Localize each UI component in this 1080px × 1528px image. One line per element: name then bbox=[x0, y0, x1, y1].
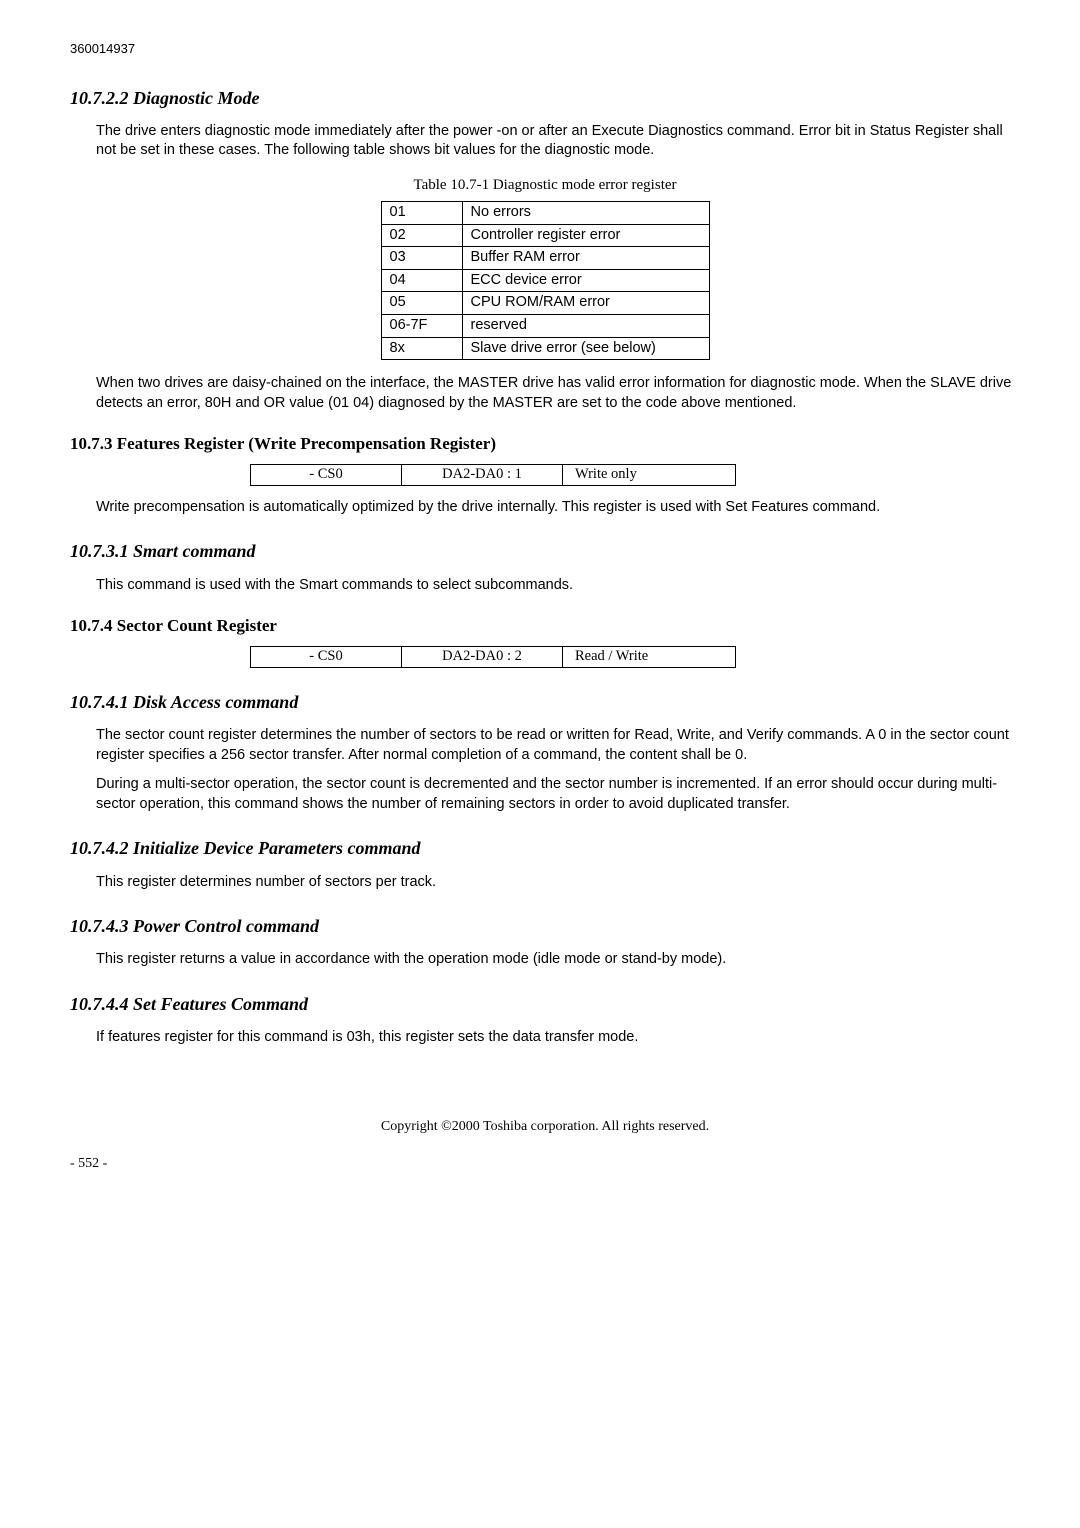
heading-initialize-device-parameters: 10.7.4.2 Initialize Device Parameters co… bbox=[70, 836, 1020, 860]
paragraph: If features register for this command is… bbox=[96, 1028, 1020, 1048]
register-table: - CS0 DA2-DA0 : 2 Read / Write bbox=[250, 646, 736, 668]
table-row: - CS0 DA2-DA0 : 1 Write only bbox=[251, 465, 736, 486]
heading-sector-count-register: 10.7.4 Sector Count Register bbox=[70, 615, 1020, 638]
code-cell: 06-7F bbox=[381, 315, 462, 338]
table-row: 01No errors bbox=[381, 202, 709, 225]
reg-mode: Write only bbox=[563, 465, 736, 486]
desc-cell: Controller register error bbox=[462, 224, 709, 247]
table-row: 8xSlave drive error (see below) bbox=[381, 337, 709, 360]
register-table: - CS0 DA2-DA0 : 1 Write only bbox=[250, 464, 736, 486]
table-row: 04ECC device error bbox=[381, 269, 709, 292]
code-cell: 02 bbox=[381, 224, 462, 247]
error-register-table: 01No errors 02Controller register error … bbox=[381, 201, 710, 360]
code-cell: 01 bbox=[381, 202, 462, 225]
table-row: 05CPU ROM/RAM error bbox=[381, 292, 709, 315]
reg-cs: - CS0 bbox=[251, 647, 402, 668]
reg-da: DA2-DA0 : 1 bbox=[402, 465, 563, 486]
copyright-footer: Copyright ©2000 Toshiba corporation. All… bbox=[70, 1118, 1020, 1137]
reg-da: DA2-DA0 : 2 bbox=[402, 647, 563, 668]
paragraph: The drive enters diagnostic mode immedia… bbox=[96, 122, 1020, 161]
heading-disk-access-command: 10.7.4.1 Disk Access command bbox=[70, 690, 1020, 714]
desc-cell: ECC device error bbox=[462, 269, 709, 292]
paragraph: Write precompensation is automatically o… bbox=[96, 498, 1020, 518]
paragraph: This register returns a value in accorda… bbox=[96, 950, 1020, 970]
code-cell: 05 bbox=[381, 292, 462, 315]
reg-mode: Read / Write bbox=[563, 647, 736, 668]
code-cell: 8x bbox=[381, 337, 462, 360]
page-number: - 552 - bbox=[70, 1155, 1020, 1174]
paragraph: During a multi-sector operation, the sec… bbox=[96, 775, 1020, 814]
paragraph: When two drives are daisy-chained on the… bbox=[96, 374, 1020, 413]
table-row: 03Buffer RAM error bbox=[381, 247, 709, 270]
heading-diagnostic-mode: 10.7.2.2 Diagnostic Mode bbox=[70, 86, 1020, 110]
code-cell: 03 bbox=[381, 247, 462, 270]
doc-id: 360014937 bbox=[70, 40, 1020, 58]
desc-cell: reserved bbox=[462, 315, 709, 338]
table-row: - CS0 DA2-DA0 : 2 Read / Write bbox=[251, 647, 736, 668]
desc-cell: Buffer RAM error bbox=[462, 247, 709, 270]
paragraph: This command is used with the Smart comm… bbox=[96, 576, 1020, 596]
reg-cs: - CS0 bbox=[251, 465, 402, 486]
heading-power-control-command: 10.7.4.3 Power Control command bbox=[70, 914, 1020, 938]
paragraph: This register determines number of secto… bbox=[96, 873, 1020, 893]
code-cell: 04 bbox=[381, 269, 462, 292]
heading-features-register: 10.7.3 Features Register (Write Precompe… bbox=[70, 433, 1020, 456]
desc-cell: No errors bbox=[462, 202, 709, 225]
heading-smart-command: 10.7.3.1 Smart command bbox=[70, 539, 1020, 563]
table-caption: Table 10.7-1 Diagnostic mode error regis… bbox=[70, 175, 1020, 195]
paragraph: The sector count register determines the… bbox=[96, 726, 1020, 765]
heading-set-features-command: 10.7.4.4 Set Features Command bbox=[70, 992, 1020, 1016]
table-row: 02Controller register error bbox=[381, 224, 709, 247]
table-row: 06-7Freserved bbox=[381, 315, 709, 338]
desc-cell: Slave drive error (see below) bbox=[462, 337, 709, 360]
desc-cell: CPU ROM/RAM error bbox=[462, 292, 709, 315]
